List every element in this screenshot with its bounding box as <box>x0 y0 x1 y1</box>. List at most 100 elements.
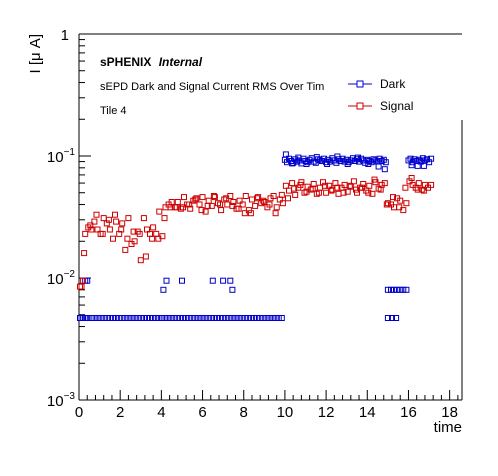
point-signal-68 <box>282 182 289 189</box>
point-signal-122 <box>118 226 125 233</box>
point-dark-77 <box>84 277 91 284</box>
point-dark-7 <box>91 315 98 321</box>
point-dark-45 <box>204 315 211 321</box>
status-label: Internal <box>159 55 203 69</box>
point-signal-121 <box>112 211 118 218</box>
point-dark-130 <box>289 160 296 167</box>
tile-label: Tile 4 <box>100 105 127 117</box>
point-dark-17 <box>122 315 129 321</box>
point-signal-139 <box>223 195 230 202</box>
point-dark-19 <box>128 315 135 321</box>
point-signal-134 <box>192 196 199 203</box>
y-tick-base-1: 10 <box>47 271 64 288</box>
legend-entry-signal: Signal <box>348 99 413 113</box>
point-signal-129 <box>161 215 168 222</box>
point-dark-5 <box>84 315 91 321</box>
point-signal-150 <box>291 185 298 192</box>
point-dark-12 <box>106 315 113 321</box>
x-tick-label-8: 16 <box>400 404 417 421</box>
legend-dark-marker <box>356 80 364 88</box>
point-signal-155 <box>322 182 329 189</box>
point-signal-45 <box>211 194 218 201</box>
point-signal-143 <box>247 210 254 217</box>
point-dark-56 <box>238 315 245 321</box>
point-dark-63 <box>260 315 267 321</box>
point-signal-40 <box>196 201 203 208</box>
point-signal-51 <box>230 199 237 205</box>
point-signal-67 <box>279 200 286 207</box>
point-dark-145 <box>397 286 404 293</box>
point-signal-131 <box>173 204 180 211</box>
x-ticks: 0 2 4 6 8 10 12 14 16 18 <box>75 390 458 421</box>
point-signal-1 <box>78 283 85 290</box>
y-tick-base-3: 1 <box>61 27 69 44</box>
point-signal-42 <box>202 208 209 215</box>
point-dark-14 <box>113 315 120 321</box>
y-axis-title: I [μ A] <box>27 34 44 74</box>
point-dark-43 <box>198 315 205 321</box>
point-signal-15 <box>119 220 126 227</box>
point-signal-17 <box>125 215 132 222</box>
point-signal-148 <box>278 191 285 198</box>
point-signal-156 <box>328 187 335 194</box>
point-dark-164 <box>414 162 421 169</box>
point-signal-127 <box>149 235 156 242</box>
y-tick-label-1: 10−2 <box>47 269 76 288</box>
point-dark-9 <box>97 315 104 321</box>
point-signal-7 <box>94 226 101 233</box>
point-signal-164 <box>377 186 384 193</box>
point-signal-27 <box>156 208 163 215</box>
point-signal-19 <box>131 238 138 245</box>
x-tick-label-4: 8 <box>240 404 248 421</box>
point-signal-136 <box>204 202 211 209</box>
x-tick-label-7: 14 <box>359 404 376 421</box>
point-signal-47 <box>218 207 225 214</box>
point-dark-68 <box>275 315 282 321</box>
point-dark-70 <box>160 286 167 293</box>
point-dark-149 <box>389 315 395 321</box>
point-signal-95 <box>366 182 373 189</box>
point-dark-132 <box>303 161 310 167</box>
point-signal-163 <box>371 176 378 183</box>
x-axis-title: time <box>434 419 462 436</box>
point-dark-143 <box>391 286 397 293</box>
point-dark-61 <box>254 315 261 321</box>
point-dark-48 <box>214 315 220 321</box>
y-tick-label-2: 10−1 <box>47 147 76 166</box>
point-signal-88 <box>344 188 351 195</box>
point-signal-71 <box>292 191 299 198</box>
point-signal-100 <box>381 180 388 187</box>
point-dark-51 <box>223 315 230 321</box>
point-dark-50 <box>220 315 227 321</box>
point-dark-62 <box>257 315 264 321</box>
point-dark-41 <box>192 315 199 321</box>
point-dark-137 <box>355 154 361 161</box>
point-signal-119 <box>99 230 106 237</box>
point-dark-53 <box>229 315 236 321</box>
point-signal-135 <box>198 207 205 214</box>
point-signal-54 <box>239 201 246 208</box>
point-signal-158 <box>340 189 347 196</box>
point-dark-71 <box>163 277 170 284</box>
legend: Dark Signal <box>345 74 445 120</box>
point-signal-3 <box>82 230 89 237</box>
point-dark-8 <box>94 315 101 321</box>
point-signal-168 <box>402 184 409 191</box>
point-dark-144 <box>394 286 401 293</box>
point-dark-20 <box>131 315 138 321</box>
point-dark-37 <box>180 315 186 321</box>
point-dark-150 <box>393 315 400 321</box>
point-dark-25 <box>147 315 153 321</box>
point-dark-134 <box>324 161 331 167</box>
y-tick-base-0: 10 <box>47 393 64 410</box>
point-dark-59 <box>247 315 254 321</box>
point-signal-96 <box>369 190 376 197</box>
point-signal-44 <box>208 202 215 209</box>
point-dark-74 <box>220 277 227 284</box>
point-dark-35 <box>173 315 180 321</box>
point-signal-132 <box>180 204 186 211</box>
point-dark-136 <box>344 161 351 167</box>
point-dark-42 <box>195 315 202 321</box>
point-signal-145 <box>260 197 267 204</box>
point-signal-166 <box>390 194 396 201</box>
